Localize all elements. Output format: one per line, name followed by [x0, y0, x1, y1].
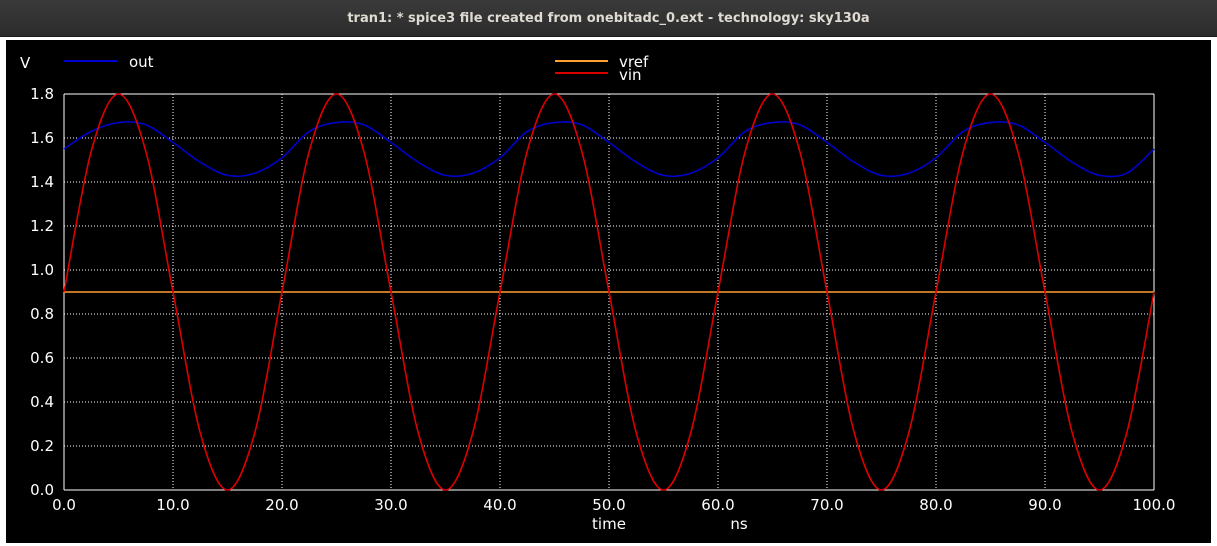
x-tick-label: 100.0: [1133, 496, 1176, 514]
x-tick-label: 50.0: [592, 496, 625, 514]
y-tick-label: 1.4: [30, 173, 54, 191]
y-tick-label: 1.2: [30, 217, 54, 235]
x-axis-unit: ns: [730, 515, 748, 533]
x-axis-label: time: [592, 515, 626, 533]
waveform-chart[interactable]: 0.0 10.0 20.0 30.0 40.0 50.0 60.0 70.0 80.0 90.0 1…: [6, 40, 1211, 543]
x-tick-label: 10.0: [156, 496, 189, 514]
window-titlebar[interactable]: tran1: * spice3 file created from onebit…: [0, 0, 1217, 37]
x-tick-label: 70.0: [810, 496, 843, 514]
y-tick-label: 0.4: [30, 393, 54, 411]
legend-label-out: out: [129, 53, 154, 71]
y-axis-label: V: [20, 54, 31, 72]
x-tick-label: 80.0: [919, 496, 952, 514]
x-tick-label: 0.0: [52, 496, 76, 514]
axis-labels: 0.0 10.0 20.0 30.0 40.0 50.0 60.0 70.0 80.0 90.0 1…: [20, 54, 1175, 533]
y-tick-label: 0.6: [30, 349, 54, 367]
series-lines: [63, 93, 1155, 491]
y-tick-label: 0.2: [30, 437, 54, 455]
y-tick-label: 0.8: [30, 305, 54, 323]
x-tick-label: 60.0: [701, 496, 734, 514]
y-tick-label: 1.6: [30, 129, 54, 147]
x-tick-label: 90.0: [1028, 496, 1061, 514]
x-tick-label: 40.0: [483, 496, 516, 514]
y-tick-label: 0.0: [30, 481, 54, 499]
plot-area[interactable]: 0.0 10.0 20.0 30.0 40.0 50.0 60.0 70.0 80.0 90.0 1…: [6, 40, 1211, 543]
legend-label-vin: vin: [619, 66, 642, 84]
legend-label-vref: vref: [619, 53, 649, 71]
x-tick-label: 20.0: [265, 496, 298, 514]
y-tick-label: 1.0: [30, 261, 54, 279]
x-tick-label: 30.0: [374, 496, 407, 514]
series-line-vin: [63, 93, 1155, 491]
window-title: tran1: * spice3 file created from onebit…: [347, 10, 870, 26]
y-tick-label: 1.8: [30, 85, 54, 103]
